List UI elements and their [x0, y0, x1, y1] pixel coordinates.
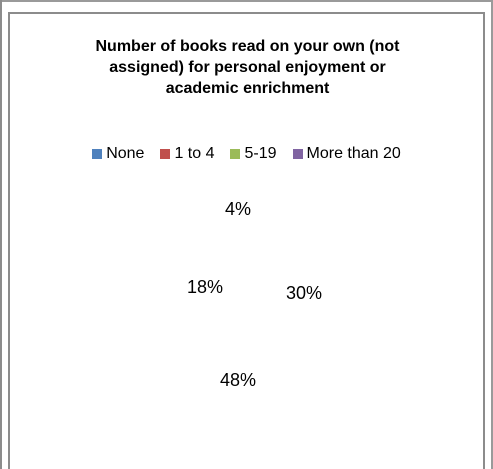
data-label-5-19: 30%	[286, 283, 322, 303]
chart-title-line-1: Number of books read on your own (not	[95, 38, 400, 55]
legend-label-1-to-4: 1 to 4	[174, 145, 215, 162]
legend-item-more-than-20: More than 20	[292, 145, 401, 163]
frame-border-left-inner	[8, 12, 10, 469]
frame-border-left-outer	[0, 0, 2, 469]
data-label-1-to-4: 48%	[220, 370, 256, 390]
legend-swatch-none	[92, 149, 103, 159]
legend-swatch-1-to-4	[160, 149, 171, 159]
legend-item-1-to-4: 1 to 4	[160, 145, 214, 163]
legend-swatch-more-than-20	[292, 149, 303, 159]
legend-item-none: None	[92, 145, 144, 163]
chart-title-line-3: academic enrichment	[165, 80, 330, 97]
legend-item-5-19: 5-19	[230, 145, 277, 163]
legend-swatch-5-19	[230, 149, 241, 159]
data-label-none: 4%	[225, 199, 251, 219]
frame-border-right	[483, 12, 485, 469]
chart-title: Number of books read on your own (not as…	[40, 36, 455, 99]
frame-border-top	[8, 12, 485, 14]
chart-title-line-2: assigned) for personal enjoyment or	[109, 59, 386, 76]
legend-label-5-19: 5-19	[244, 145, 277, 162]
chart-legend: None 1 to 4 5-19 More than 20	[0, 145, 493, 163]
legend-label-none: None	[106, 145, 145, 162]
legend-label-more-than-20: More than 20	[306, 145, 401, 162]
data-label-more-than-20: 18%	[187, 277, 223, 297]
